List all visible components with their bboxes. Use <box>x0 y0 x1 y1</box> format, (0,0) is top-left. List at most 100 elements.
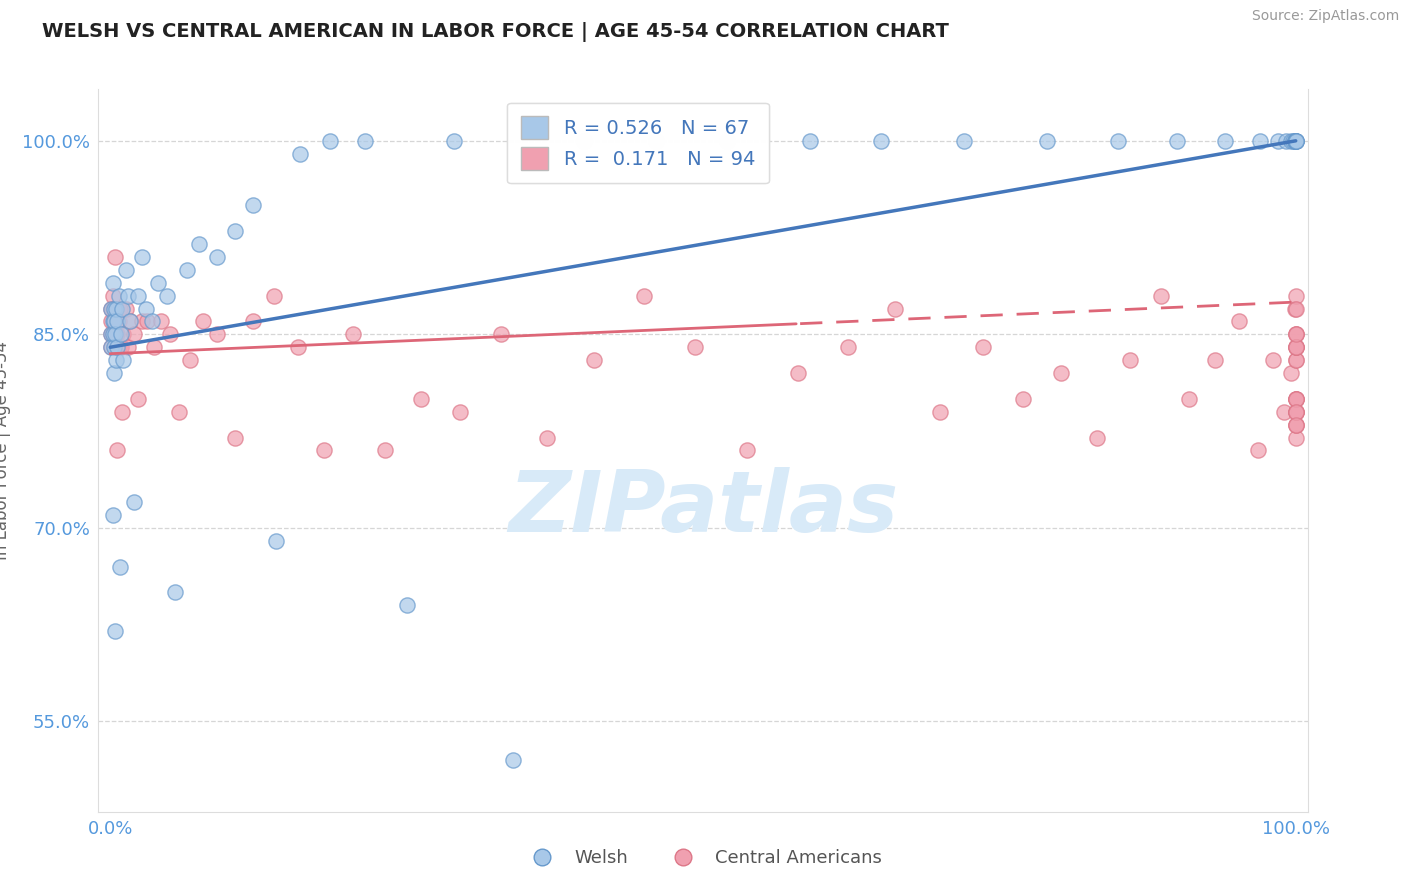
Point <box>1285 353 1308 368</box>
Point <box>318 134 340 148</box>
Point <box>141 314 163 328</box>
Point <box>1166 134 1188 148</box>
Point <box>105 301 128 316</box>
Point <box>1285 405 1308 419</box>
Point <box>1285 134 1308 148</box>
Point <box>574 134 596 148</box>
Point <box>1285 327 1308 342</box>
Point <box>1285 417 1308 432</box>
Point <box>101 301 124 316</box>
Point <box>1285 417 1308 432</box>
Point <box>103 301 125 316</box>
Text: ZIPatlas: ZIPatlas <box>508 467 898 549</box>
Point <box>111 301 134 316</box>
Point <box>127 392 149 406</box>
Point <box>929 405 952 419</box>
Point <box>1285 327 1308 342</box>
Point <box>112 353 135 368</box>
Point <box>127 288 149 302</box>
Point <box>1285 405 1308 419</box>
Point <box>1282 134 1305 148</box>
Point <box>1267 134 1289 148</box>
Y-axis label: In Labor Force | Age 45-54: In Labor Force | Age 45-54 <box>0 341 11 560</box>
Point <box>449 405 471 419</box>
Point <box>105 340 128 354</box>
Point <box>1036 134 1059 148</box>
Point <box>1272 405 1295 419</box>
Point <box>131 250 153 264</box>
Legend: R = 0.526   N = 67, R =  0.171   N = 94: R = 0.526 N = 67, R = 0.171 N = 94 <box>508 103 769 184</box>
Point <box>117 340 139 354</box>
Point <box>374 443 396 458</box>
Point <box>143 340 166 354</box>
Point <box>105 327 128 342</box>
Point <box>108 559 131 574</box>
Point <box>103 340 125 354</box>
Point <box>205 250 228 264</box>
Point <box>103 340 125 354</box>
Point <box>111 405 134 419</box>
Point <box>1285 288 1308 302</box>
Point <box>108 301 131 316</box>
Point <box>443 134 465 148</box>
Point <box>101 327 124 342</box>
Point <box>191 314 214 328</box>
Point <box>110 327 132 342</box>
Point <box>786 366 808 380</box>
Point <box>1227 314 1250 328</box>
Point <box>159 327 181 342</box>
Point <box>1275 134 1298 148</box>
Point <box>112 327 135 342</box>
Point <box>120 314 142 328</box>
Point <box>242 198 264 212</box>
Point <box>716 134 738 148</box>
Point <box>100 301 122 316</box>
Point <box>837 340 859 354</box>
Point <box>104 327 127 342</box>
Point <box>1285 392 1308 406</box>
Point <box>104 301 127 316</box>
Point <box>735 443 758 458</box>
Point <box>1285 431 1308 445</box>
Point <box>1285 353 1308 368</box>
Point <box>1285 392 1308 406</box>
Point <box>288 146 311 161</box>
Point <box>1085 431 1108 445</box>
Point <box>131 314 153 328</box>
Point <box>167 405 190 419</box>
Point <box>224 431 246 445</box>
Point <box>1279 366 1302 380</box>
Point <box>1178 392 1201 406</box>
Point <box>100 340 122 354</box>
Point <box>1107 134 1129 148</box>
Point <box>224 224 246 238</box>
Text: Source: ZipAtlas.com: Source: ZipAtlas.com <box>1251 9 1399 23</box>
Point <box>104 250 127 264</box>
Point <box>101 327 124 342</box>
Point <box>1285 392 1308 406</box>
Point <box>1279 134 1302 148</box>
Point <box>156 288 179 302</box>
Point <box>1285 327 1308 342</box>
Point <box>103 314 125 328</box>
Point <box>100 327 122 342</box>
Point <box>165 585 187 599</box>
Point <box>1213 134 1236 148</box>
Point <box>1204 353 1226 368</box>
Point <box>101 314 124 328</box>
Point <box>395 599 418 613</box>
Point <box>1285 301 1308 316</box>
Point <box>1149 288 1171 302</box>
Point <box>1285 134 1308 148</box>
Point <box>342 327 364 342</box>
Point <box>101 327 124 342</box>
Point <box>1050 366 1073 380</box>
Point <box>103 366 125 380</box>
Point <box>1263 353 1285 368</box>
Point <box>101 288 124 302</box>
Point <box>869 134 891 148</box>
Point <box>1285 405 1308 419</box>
Text: WELSH VS CENTRAL AMERICAN IN LABOR FORCE | AGE 45-54 CORRELATION CHART: WELSH VS CENTRAL AMERICAN IN LABOR FORCE… <box>42 22 949 42</box>
Point <box>491 327 513 342</box>
Point <box>264 533 287 548</box>
